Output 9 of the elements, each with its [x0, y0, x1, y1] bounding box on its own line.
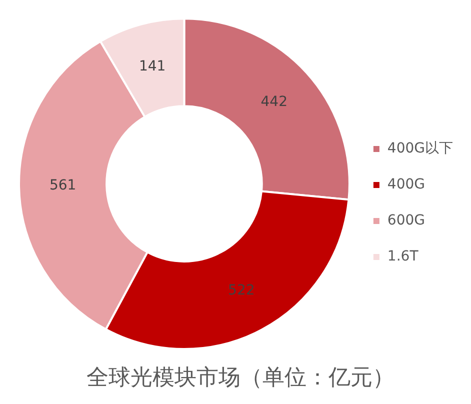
- data-label: 141: [138, 58, 166, 74]
- data-label: 561: [49, 178, 76, 194]
- legend-label: 1.6T: [387, 248, 419, 265]
- text: 全球光模块市场（单位：亿元）: [86, 366, 394, 391]
- legend-label: 600G: [387, 212, 426, 229]
- data-label: 442: [260, 94, 288, 110]
- legend-label: 400G以下: [387, 140, 454, 157]
- legend-label: 400G: [387, 176, 426, 193]
- data-label: 522: [228, 282, 255, 299]
